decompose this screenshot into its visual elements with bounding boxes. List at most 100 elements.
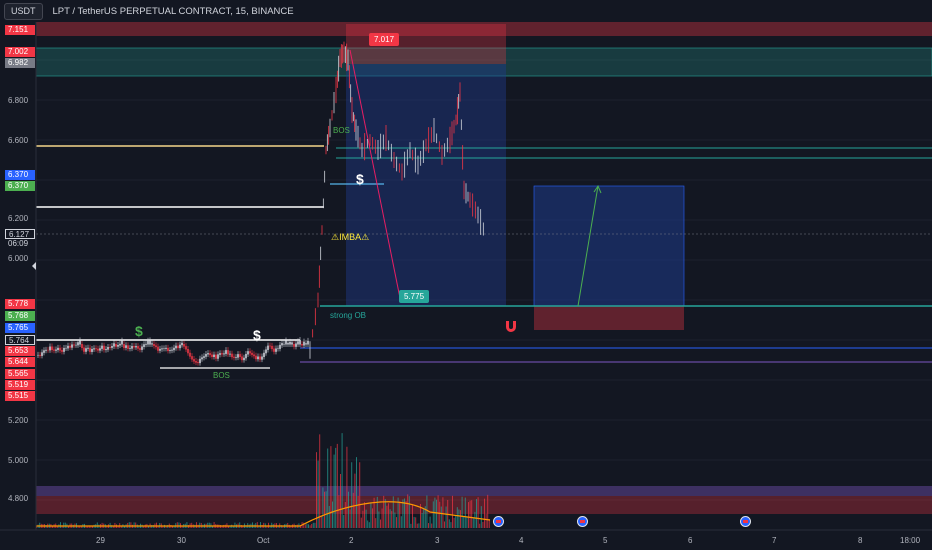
volume-bar xyxy=(138,525,140,528)
time-axis-label: 4 xyxy=(519,536,524,545)
candle-body xyxy=(253,354,255,357)
volume-bar xyxy=(407,494,409,528)
volume-bar xyxy=(389,509,391,528)
candle-body xyxy=(175,345,177,349)
volume-bar xyxy=(172,525,173,528)
volume-bar xyxy=(472,518,474,528)
volume-bar xyxy=(341,433,343,528)
volume-bar xyxy=(311,523,313,528)
volume-bar xyxy=(346,446,348,528)
volume-bar xyxy=(156,522,157,528)
volume-bar xyxy=(266,525,268,528)
volume-bar xyxy=(415,517,417,528)
volume-bar xyxy=(234,522,236,528)
candle-body xyxy=(137,346,139,349)
volume-bar xyxy=(96,522,98,528)
target-price-label[interactable]: 5.775 xyxy=(399,290,430,303)
candle-body xyxy=(297,341,299,345)
price-tag: 5.565 xyxy=(5,369,35,379)
scroll-arrow-icon[interactable] xyxy=(32,262,36,270)
supply-zone xyxy=(36,22,932,36)
candle-body xyxy=(163,348,165,349)
volume-bar xyxy=(357,495,359,528)
symbol-title[interactable]: LPT / TetherUS PERPETUAL CONTRACT, 15, B… xyxy=(52,5,294,17)
us-flag-event-icon[interactable] xyxy=(740,516,751,527)
volume-bar xyxy=(162,525,164,528)
candle-body xyxy=(53,349,55,351)
magnet-icon[interactable] xyxy=(504,320,518,334)
volume-bar xyxy=(212,525,213,528)
volume-bar xyxy=(405,500,407,528)
volume-bar xyxy=(61,525,63,528)
volume-bar xyxy=(312,522,314,528)
candle-body xyxy=(167,347,169,352)
time-axis-label: 2 xyxy=(349,536,354,545)
volume-bar xyxy=(300,525,301,528)
volume-bar xyxy=(436,499,437,528)
volume-bar xyxy=(330,446,332,528)
price-tag: 7.151 xyxy=(5,25,35,35)
candle-body xyxy=(283,343,285,345)
candle-body xyxy=(45,349,47,351)
candle-body xyxy=(169,350,171,352)
candle-body xyxy=(271,345,273,350)
volume-bar xyxy=(482,521,484,528)
price-axis-label: 6.600 xyxy=(8,136,29,145)
high-price-label[interactable]: 7.017 xyxy=(369,33,400,46)
volume-bar xyxy=(64,522,66,528)
volume-bar xyxy=(448,519,450,528)
volume-bar xyxy=(208,522,210,528)
candle-body xyxy=(147,340,149,345)
long-stop-zone xyxy=(534,306,684,330)
volume-bar xyxy=(178,522,180,528)
candle-body xyxy=(55,349,57,351)
price-axis-label: 6.000 xyxy=(8,254,29,263)
volume-bar xyxy=(413,516,415,528)
candle-body xyxy=(161,348,163,350)
volume-bar xyxy=(56,525,58,528)
time-axis-label: 7 xyxy=(772,536,777,545)
volume-bar xyxy=(474,511,476,528)
volume-bar xyxy=(130,522,132,528)
volume-bar xyxy=(429,516,431,528)
candle-body xyxy=(65,347,67,349)
candle-body xyxy=(277,348,279,349)
volume-bar xyxy=(352,492,354,528)
us-flag-event-icon[interactable] xyxy=(577,516,588,527)
currency-button[interactable]: USDT xyxy=(4,2,43,20)
volume-bar xyxy=(260,522,261,528)
candle-body xyxy=(155,345,157,348)
volume-bar xyxy=(228,525,229,528)
volume-bar xyxy=(68,525,69,528)
volume-bar xyxy=(128,522,130,528)
us-flag-event-icon[interactable] xyxy=(493,516,504,527)
candle-body xyxy=(59,347,61,351)
dollar-marker: $ xyxy=(356,171,364,187)
volume-bar xyxy=(245,525,247,528)
candle-body xyxy=(213,354,215,357)
candle-body xyxy=(173,347,175,351)
candle-body xyxy=(211,354,213,357)
candle-body xyxy=(281,343,283,346)
candle-body xyxy=(215,354,217,359)
volume-bar xyxy=(418,523,420,528)
candle-body xyxy=(307,340,309,345)
volume-bar xyxy=(423,507,425,528)
candle-body xyxy=(177,345,179,349)
volume-ma-line xyxy=(36,501,491,527)
candle-body xyxy=(243,357,245,361)
volume-bar xyxy=(416,523,418,528)
volume-bar xyxy=(309,525,311,528)
volume-bar xyxy=(344,502,346,528)
volume-bar xyxy=(79,525,81,528)
volume-bar xyxy=(282,525,284,528)
volume-bar xyxy=(252,522,253,528)
volume-bar xyxy=(410,523,412,528)
volume-bar xyxy=(488,519,490,528)
candle-body xyxy=(183,344,185,347)
volume-bar xyxy=(106,525,108,528)
candle-body xyxy=(141,346,143,350)
volume-bar xyxy=(304,524,306,528)
candle-body xyxy=(287,342,289,345)
